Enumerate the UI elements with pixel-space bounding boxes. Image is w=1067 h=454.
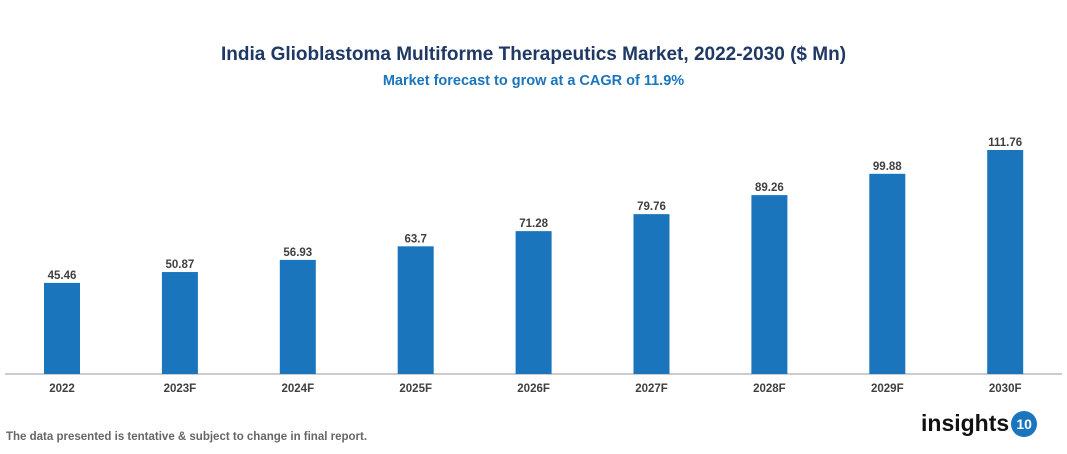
data-label: 111.76 xyxy=(988,137,1022,149)
bar xyxy=(279,259,316,374)
bar xyxy=(515,231,552,374)
logo-number: 10 xyxy=(1011,410,1038,437)
x-tick-label: 2026F xyxy=(517,383,550,395)
insights10-logo: insights 10 xyxy=(921,410,1038,437)
disclaimer: The data presented is tentative & subjec… xyxy=(6,431,368,443)
data-label: 56.93 xyxy=(283,247,312,259)
x-tick-label: 2023F xyxy=(164,383,197,395)
chart-title: India Glioblastoma Multiforme Therapeuti… xyxy=(220,44,847,65)
logo-text: insights xyxy=(921,410,1010,436)
bar xyxy=(987,150,1024,374)
data-label: 50.87 xyxy=(166,259,195,271)
bar xyxy=(44,282,80,374)
x-tick-label: 2025F xyxy=(399,383,432,395)
data-label: 71.28 xyxy=(519,218,548,230)
bar xyxy=(869,173,906,374)
x-tick-label: 2024F xyxy=(281,383,314,395)
x-tick-label: 2027F xyxy=(635,383,668,395)
chart-subtitle: Market forecast to grow at a CAGR of 11.… xyxy=(382,73,685,89)
x-tick-label: 2029F xyxy=(871,383,904,395)
bar xyxy=(633,214,670,374)
data-label: 45.46 xyxy=(48,270,77,282)
data-label: 79.76 xyxy=(637,201,666,213)
data-label: 99.88 xyxy=(873,161,902,173)
bar xyxy=(161,272,198,374)
x-tick-label: 2022 xyxy=(49,383,75,395)
data-label: 63.7 xyxy=(405,233,427,245)
bar xyxy=(397,246,434,374)
x-tick-label: 2028F xyxy=(753,383,786,395)
data-label: 89.26 xyxy=(755,182,784,194)
bar xyxy=(751,195,788,374)
x-tick-label: 2030F xyxy=(989,383,1022,395)
